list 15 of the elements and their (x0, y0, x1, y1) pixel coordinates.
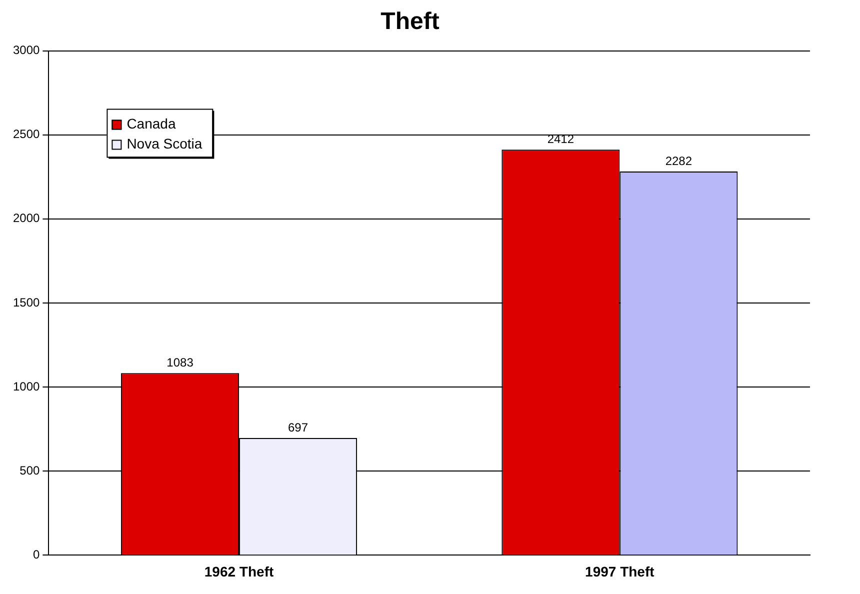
y-tick-label: 3000 (12, 43, 40, 58)
y-tick-label: 2500 (12, 127, 40, 142)
x-tick-label: 1997 Theft (585, 563, 655, 580)
y-tick-label: 500 (20, 463, 40, 478)
data-label: 697 (288, 420, 308, 434)
y-tick-label: 0 (33, 548, 40, 562)
data-label: 1083 (166, 355, 194, 370)
x-tick-label: 1962 Theft (204, 563, 274, 580)
data-label: 2282 (665, 154, 692, 168)
y-tick-label: 2000 (12, 211, 40, 226)
y-tick-label: 1500 (12, 295, 40, 310)
legend-label: Canada (126, 116, 176, 132)
y-tick-label: 1000 (12, 379, 40, 394)
chart-title: Theft (380, 8, 440, 36)
legend-label: Nova Scotia (126, 136, 202, 152)
